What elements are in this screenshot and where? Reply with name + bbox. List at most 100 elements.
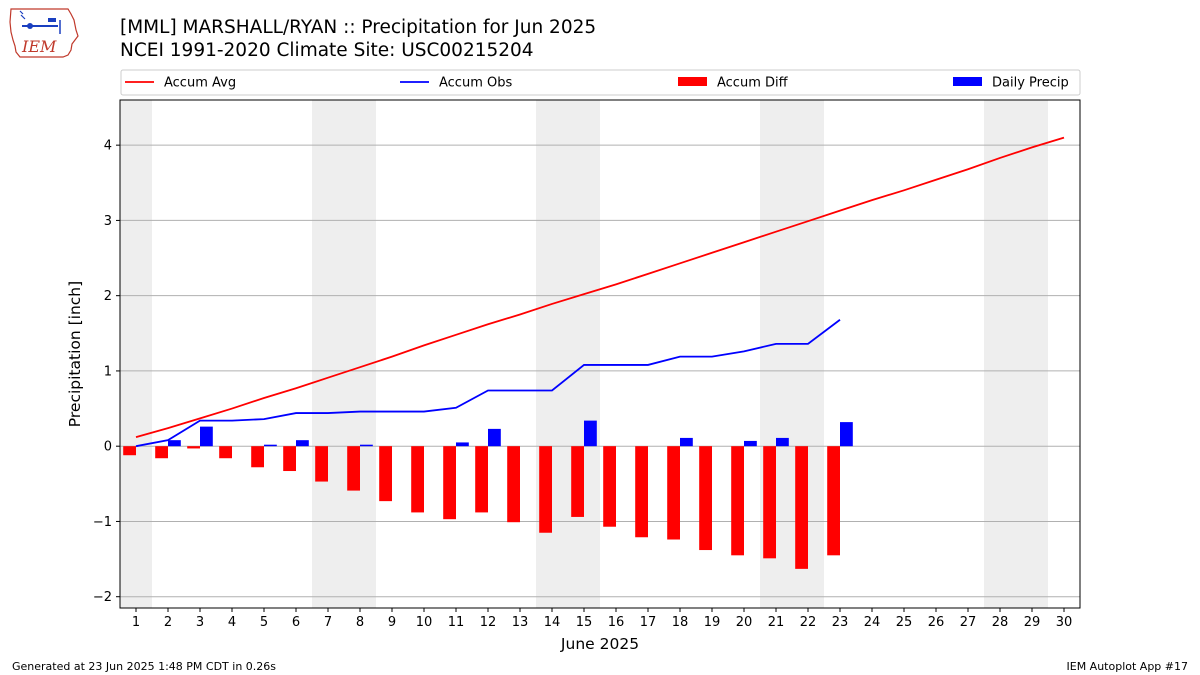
daily-bar: [456, 442, 469, 447]
x-tick-label: 14: [544, 615, 561, 630]
weekend-band: [120, 100, 152, 608]
diff-bar: [731, 446, 744, 556]
legend-box: [120, 69, 1081, 96]
x-tick-label: 25: [896, 615, 913, 630]
diff-bar: [251, 446, 264, 468]
x-tick-label: 22: [800, 615, 817, 630]
x-tick-label: 24: [864, 615, 881, 630]
x-tick-label: 16: [608, 615, 625, 630]
accum-obs-line: [135, 319, 841, 448]
diff-bar: [283, 446, 296, 472]
y-tick-label: 1: [104, 364, 112, 379]
daily-bar: [584, 420, 597, 447]
weekend-shading: [120, 100, 1048, 608]
diff-bar: [315, 446, 328, 482]
x-tick-label: 15: [576, 615, 593, 630]
x-tick-label: 27: [960, 615, 977, 630]
legend: Accum Avg Accum Obs Accum Diff Daily Precip: [120, 69, 1081, 96]
x-tick-label: 6: [292, 615, 300, 630]
x-tick-label: 21: [768, 615, 785, 630]
diff-bar: [667, 446, 680, 540]
diff-bar: [411, 446, 424, 513]
y-tick-label: 3: [104, 214, 112, 229]
x-tick-label: 13: [512, 615, 529, 630]
daily-bar: [488, 428, 501, 447]
legend-label: Daily Precip: [992, 76, 1069, 91]
chart-subtitle: NCEI 1991-2020 Climate Site: USC00215204: [120, 40, 534, 61]
legend-bar-swatch: [678, 77, 707, 86]
y-tick-label: −2: [93, 590, 112, 605]
legend-label: Accum Diff: [717, 76, 789, 91]
weekend-band: [984, 100, 1048, 608]
x-axis: 1 2 3 4 5 6 7 8 9 10 11 12 13 14 15 16 17 18 19 20 21 22 23 24 2…: [132, 608, 1072, 630]
x-tick-label: 2: [164, 615, 172, 630]
x-tick-label: 18: [672, 615, 689, 630]
daily-bar: [264, 444, 277, 447]
diff-bar: [827, 446, 840, 556]
x-tick-label: 5: [260, 615, 268, 630]
x-tick-label: 28: [992, 615, 1009, 630]
legend-bar-swatch: [953, 77, 982, 86]
diff-bar: [187, 446, 200, 449]
daily-bar: [360, 444, 373, 447]
x-tick-label: 1: [132, 615, 140, 630]
weekend-band: [312, 100, 376, 608]
diff-bar: [219, 446, 232, 459]
y-axis-label: Precipitation [inch]: [66, 281, 84, 427]
daily-bar: [168, 440, 181, 447]
diff-bar: [475, 446, 488, 513]
accum-lines: [135, 136, 1065, 448]
daily-bar: [680, 437, 693, 447]
daily-bar: [296, 440, 309, 447]
diff-bar: [603, 446, 616, 527]
y-axis: −2 −1 0 1 2 3 4: [93, 139, 120, 605]
x-tick-label: 8: [356, 615, 364, 630]
generated-timestamp: Generated at 23 Jun 2025 1:48 PM CDT in …: [12, 660, 277, 673]
diff-bar: [571, 446, 584, 517]
x-axis-label: June 2025: [560, 635, 639, 653]
y-tick-label: 2: [104, 289, 112, 304]
diff-bar: [443, 446, 456, 520]
diff-bar: [507, 446, 520, 523]
diff-bar: [379, 446, 392, 502]
app-label: IEM Autoplot App #17: [1066, 660, 1189, 673]
x-tick-label: 7: [324, 615, 332, 630]
legend-label: Accum Obs: [439, 76, 512, 91]
x-tick-label: 26: [928, 615, 945, 630]
x-tick-label: 3: [196, 615, 204, 630]
daily-bar: [840, 422, 853, 447]
daily-bar: [744, 440, 757, 447]
diff-bar: [155, 446, 168, 459]
x-tick-label: 19: [704, 615, 721, 630]
diff-bar: [539, 446, 552, 533]
x-tick-label: 20: [736, 615, 753, 630]
gridlines: [120, 144, 1080, 598]
x-tick-label: 11: [448, 615, 465, 630]
x-tick-label: 12: [480, 615, 497, 630]
diff-bar: [635, 446, 648, 538]
diff-bar: [123, 446, 136, 456]
x-tick-label: 4: [228, 615, 236, 630]
diff-bar: [699, 446, 712, 551]
daily-precip-bars: [168, 420, 853, 447]
diff-bar: [795, 446, 808, 569]
chart-title: [MML] MARSHALL/RYAN :: Precipitation for…: [120, 17, 597, 38]
daily-bar: [776, 437, 789, 447]
x-tick-label: 17: [640, 615, 657, 630]
y-tick-label: 4: [104, 139, 112, 154]
diff-bar: [763, 446, 776, 559]
x-tick-label: 23: [832, 615, 849, 630]
accum-diff-bars: [123, 446, 840, 569]
diff-bar: [347, 446, 360, 491]
x-tick-label: 30: [1056, 615, 1073, 630]
daily-bar: [200, 426, 213, 447]
plot-frame: [119, 99, 1081, 609]
legend-label: Accum Avg: [164, 76, 236, 91]
iem-logo-icon: IEM: [9, 8, 79, 58]
accum-avg-line: [135, 136, 1065, 439]
y-tick-label: −1: [93, 515, 112, 530]
y-tick-label: 0: [104, 440, 112, 455]
x-tick-label: 10: [416, 615, 433, 630]
x-tick-label: 9: [388, 615, 396, 630]
